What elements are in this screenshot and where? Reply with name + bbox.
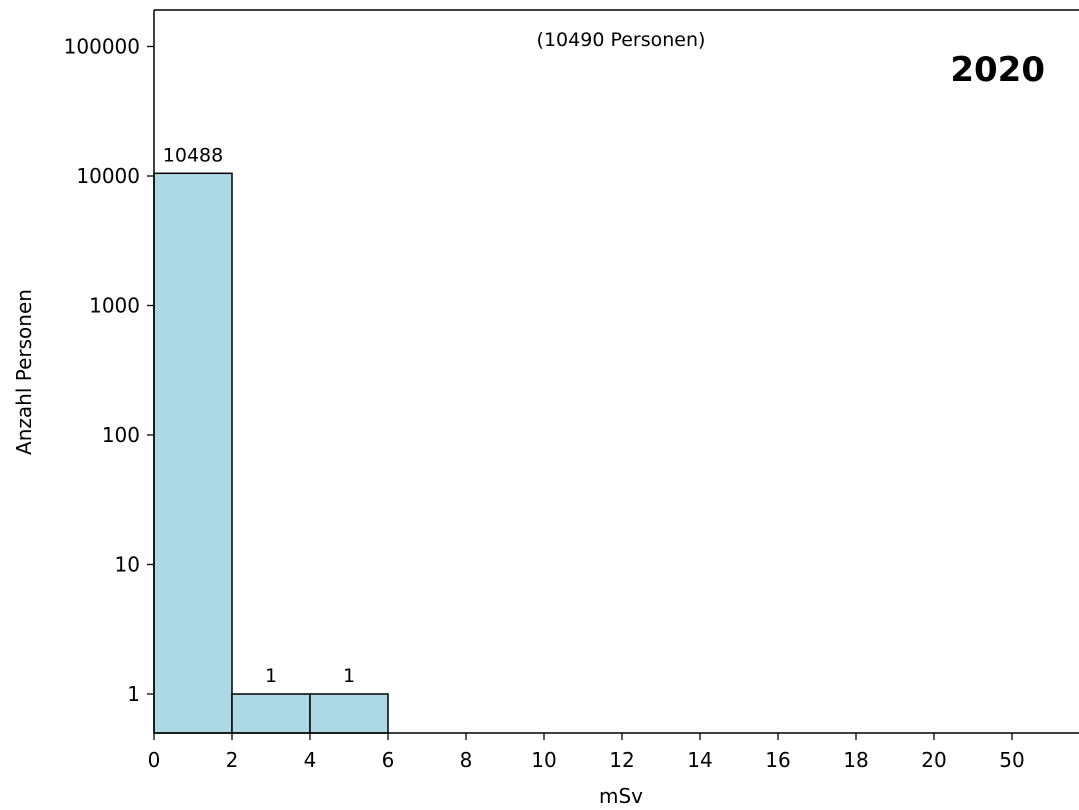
y-tick-label: 10 (115, 553, 140, 577)
y-tick-label: 1 (127, 682, 140, 706)
x-tick-label: 6 (382, 748, 395, 772)
y-ticks-layer: 1 10 100 1000 10000 100000 (64, 35, 154, 706)
x-tick-label: 16 (765, 748, 790, 772)
bar-labels-layer: 10488 1 1 (163, 144, 355, 687)
x-tick-label: 8 (460, 748, 473, 772)
y-axis-title: Anzahl Personen (12, 289, 36, 455)
y-tick-label: 100000 (64, 35, 140, 59)
x-tick-label: 4 (304, 748, 317, 772)
x-tick-label: 50 (999, 748, 1024, 772)
x-axis-title: mSv (599, 784, 643, 808)
y-tick-label: 100 (102, 423, 140, 447)
x-tick-label: 10 (531, 748, 556, 772)
x-tick-label: 12 (609, 748, 634, 772)
bar-value-label: 1 (343, 665, 355, 687)
histogram-bar (309, 693, 389, 734)
year-label: 2020 (950, 50, 1045, 90)
x-tick-label: 2 (226, 748, 239, 772)
x-tick-label: 14 (687, 748, 712, 772)
x-tick-label: 0 (148, 748, 161, 772)
x-ticks-layer: 0 2 4 6 8 10 12 14 16 18 20 50 (148, 733, 1025, 772)
histogram-bar (153, 172, 233, 734)
y-tick-label: 1000 (89, 294, 140, 318)
bars-layer (153, 172, 389, 734)
x-tick-label: 20 (921, 748, 946, 772)
bar-value-label: 1 (265, 665, 277, 687)
y-tick-label: 10000 (76, 164, 140, 188)
bar-value-label: 10488 (163, 144, 223, 166)
histogram-bar (231, 693, 311, 734)
chart-subtitle: (10490 Personen) (537, 29, 706, 51)
x-tick-label: 18 (843, 748, 868, 772)
